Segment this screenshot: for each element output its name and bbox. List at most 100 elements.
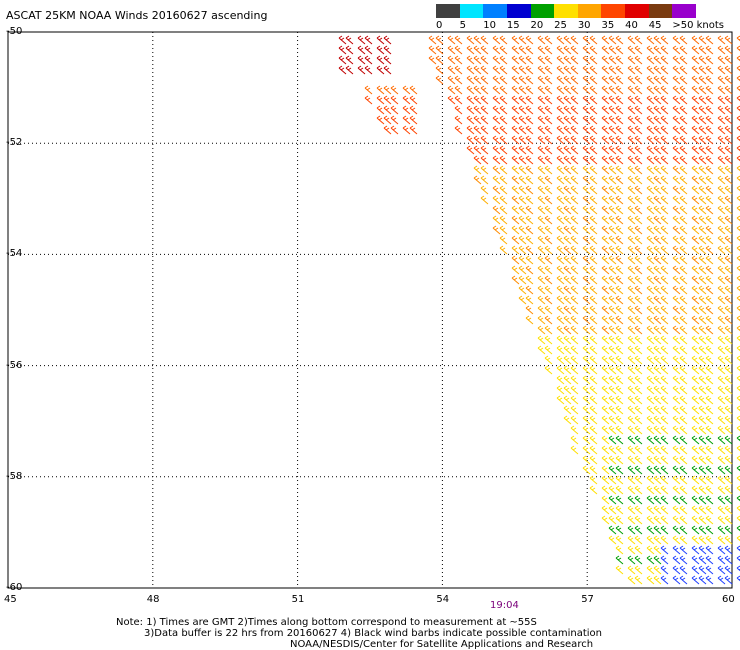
wind-barb xyxy=(646,405,655,415)
wind-barb xyxy=(717,125,726,135)
wind-barb xyxy=(679,555,688,565)
wind-barb xyxy=(646,45,655,55)
wind-barb xyxy=(544,165,553,175)
wind-barb xyxy=(724,125,733,135)
wind-barb xyxy=(634,245,643,255)
wind-barb xyxy=(660,385,669,395)
wind-barb xyxy=(601,125,610,135)
wind-barb xyxy=(615,145,624,155)
wind-barb xyxy=(672,235,681,245)
wind-barb xyxy=(511,205,520,215)
wind-barb xyxy=(660,345,669,355)
wind-barb xyxy=(608,235,617,245)
wind-barb xyxy=(724,555,733,565)
wind-barb xyxy=(525,175,534,185)
wind-barb xyxy=(563,375,572,385)
wind-barb xyxy=(672,365,681,375)
wind-barb xyxy=(582,405,591,415)
wind-barb xyxy=(608,365,617,375)
wind-barb xyxy=(454,85,463,95)
wind-barb xyxy=(646,355,655,365)
wind-barb xyxy=(589,415,598,425)
wind-barb xyxy=(589,65,598,75)
wind-barb xyxy=(454,65,463,75)
wind-barb xyxy=(492,45,501,55)
wind-barb xyxy=(724,135,733,145)
wind-barb xyxy=(698,265,707,275)
wind-barb xyxy=(589,255,598,265)
wind-barb xyxy=(660,445,669,455)
wind-barb xyxy=(608,485,617,495)
wind-barb xyxy=(627,135,636,145)
wind-barb xyxy=(383,55,392,65)
wind-barb xyxy=(525,255,534,265)
wind-barb xyxy=(608,75,617,85)
wind-barb xyxy=(563,125,572,135)
wind-barb xyxy=(601,225,610,235)
wind-barb xyxy=(724,95,733,105)
wind-barb xyxy=(679,175,688,185)
wind-barb xyxy=(691,505,700,515)
wind-barb xyxy=(627,75,636,85)
wind-barb xyxy=(691,205,700,215)
wind-barb xyxy=(724,275,733,285)
legend-label: 25 xyxy=(554,20,567,31)
wind-barb xyxy=(563,175,572,185)
wind-barb xyxy=(653,115,662,125)
wind-barb xyxy=(691,295,700,305)
wind-barb xyxy=(582,245,591,255)
wind-barb xyxy=(537,285,546,295)
wind-barb xyxy=(608,225,617,235)
wind-barb xyxy=(537,85,546,95)
wind-barb xyxy=(608,65,617,75)
wind-barb xyxy=(544,95,553,105)
wind-barb xyxy=(499,205,508,215)
wind-barb xyxy=(705,395,714,405)
wind-barb xyxy=(582,375,591,385)
wind-barb xyxy=(615,415,624,425)
wind-barb xyxy=(364,65,373,75)
wind-barb xyxy=(447,55,456,65)
chart-title: ASCAT 25KM NOAA Winds 20160627 ascending xyxy=(6,9,268,22)
wind-barb xyxy=(556,145,565,155)
wind-barb xyxy=(345,35,354,45)
wind-barb xyxy=(717,265,726,275)
wind-barb xyxy=(582,325,591,335)
wind-barb xyxy=(627,95,636,105)
wind-barb xyxy=(518,75,527,85)
wind-barb xyxy=(563,335,572,345)
wind-barb xyxy=(608,295,617,305)
wind-barb xyxy=(724,355,733,365)
wind-barb xyxy=(601,175,610,185)
wind-barb xyxy=(646,155,655,165)
wind-barb xyxy=(679,405,688,415)
wind-barb xyxy=(511,85,520,95)
wind-barb xyxy=(589,295,598,305)
wind-barb xyxy=(615,345,624,355)
wind-barb xyxy=(570,255,579,265)
wind-barb xyxy=(679,435,688,445)
wind-barb xyxy=(634,125,643,135)
wind-barb xyxy=(717,195,726,205)
wind-barb xyxy=(466,65,475,75)
wind-barb xyxy=(627,265,636,275)
wind-barb xyxy=(634,115,643,125)
wind-barb xyxy=(679,335,688,345)
wind-barb xyxy=(556,195,565,205)
wind-barb xyxy=(646,465,655,475)
wind-barb xyxy=(615,555,624,565)
wind-barb xyxy=(492,215,501,225)
wind-barb xyxy=(589,265,598,275)
wind-barb xyxy=(518,235,527,245)
wind-barb xyxy=(705,455,714,465)
wind-barb xyxy=(525,245,534,255)
wind-barb xyxy=(615,175,624,185)
wind-barb xyxy=(705,575,714,585)
wind-barb xyxy=(466,125,475,135)
wind-barb xyxy=(525,195,534,205)
wind-barb xyxy=(679,425,688,435)
wind-barb xyxy=(466,85,475,95)
wind-barb xyxy=(627,105,636,115)
wind-barb xyxy=(717,325,726,335)
wind-barb xyxy=(499,245,508,255)
